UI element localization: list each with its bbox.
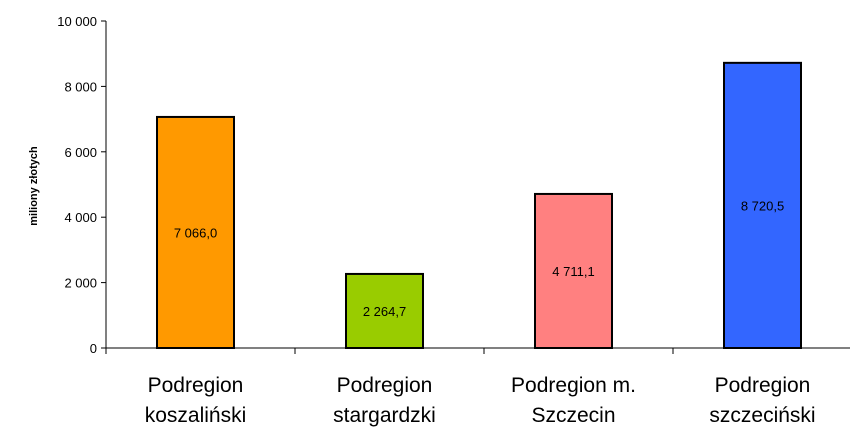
category-label: stargardzki bbox=[333, 404, 436, 427]
bar bbox=[156, 115, 235, 349]
category-label: koszaliński bbox=[145, 404, 247, 427]
category-label: szczeciński bbox=[709, 404, 815, 427]
y-tick-label: 6 000 bbox=[64, 145, 97, 160]
y-tick-label: 2 000 bbox=[64, 276, 97, 291]
category-label: Podregion bbox=[337, 374, 433, 397]
bars bbox=[156, 61, 802, 349]
y-tick-label: 0 bbox=[90, 341, 97, 356]
data-label: 4 711,1 bbox=[552, 264, 594, 279]
data-label: 8 720,5 bbox=[741, 198, 784, 213]
bar bbox=[723, 61, 802, 349]
category-label: Szczecin bbox=[531, 404, 615, 427]
bar bbox=[534, 192, 613, 349]
category-label: Podregion bbox=[715, 374, 811, 397]
y-axis-title: miliony złotych bbox=[28, 146, 40, 226]
labels: 7 066,0 Podregion koszaliński 2 264,7 Podreg… bbox=[145, 198, 816, 427]
y-tick-label: 4 000 bbox=[64, 210, 97, 225]
y-tick-label: 8 000 bbox=[64, 79, 97, 94]
y-tick-label: 10 000 bbox=[57, 14, 97, 29]
data-label: 2 264,7 bbox=[363, 304, 406, 319]
category-label: Podregion bbox=[148, 374, 244, 397]
category-label: Podregion m. bbox=[511, 374, 636, 397]
bar bbox=[345, 272, 424, 349]
data-label: 7 066,0 bbox=[174, 225, 217, 240]
